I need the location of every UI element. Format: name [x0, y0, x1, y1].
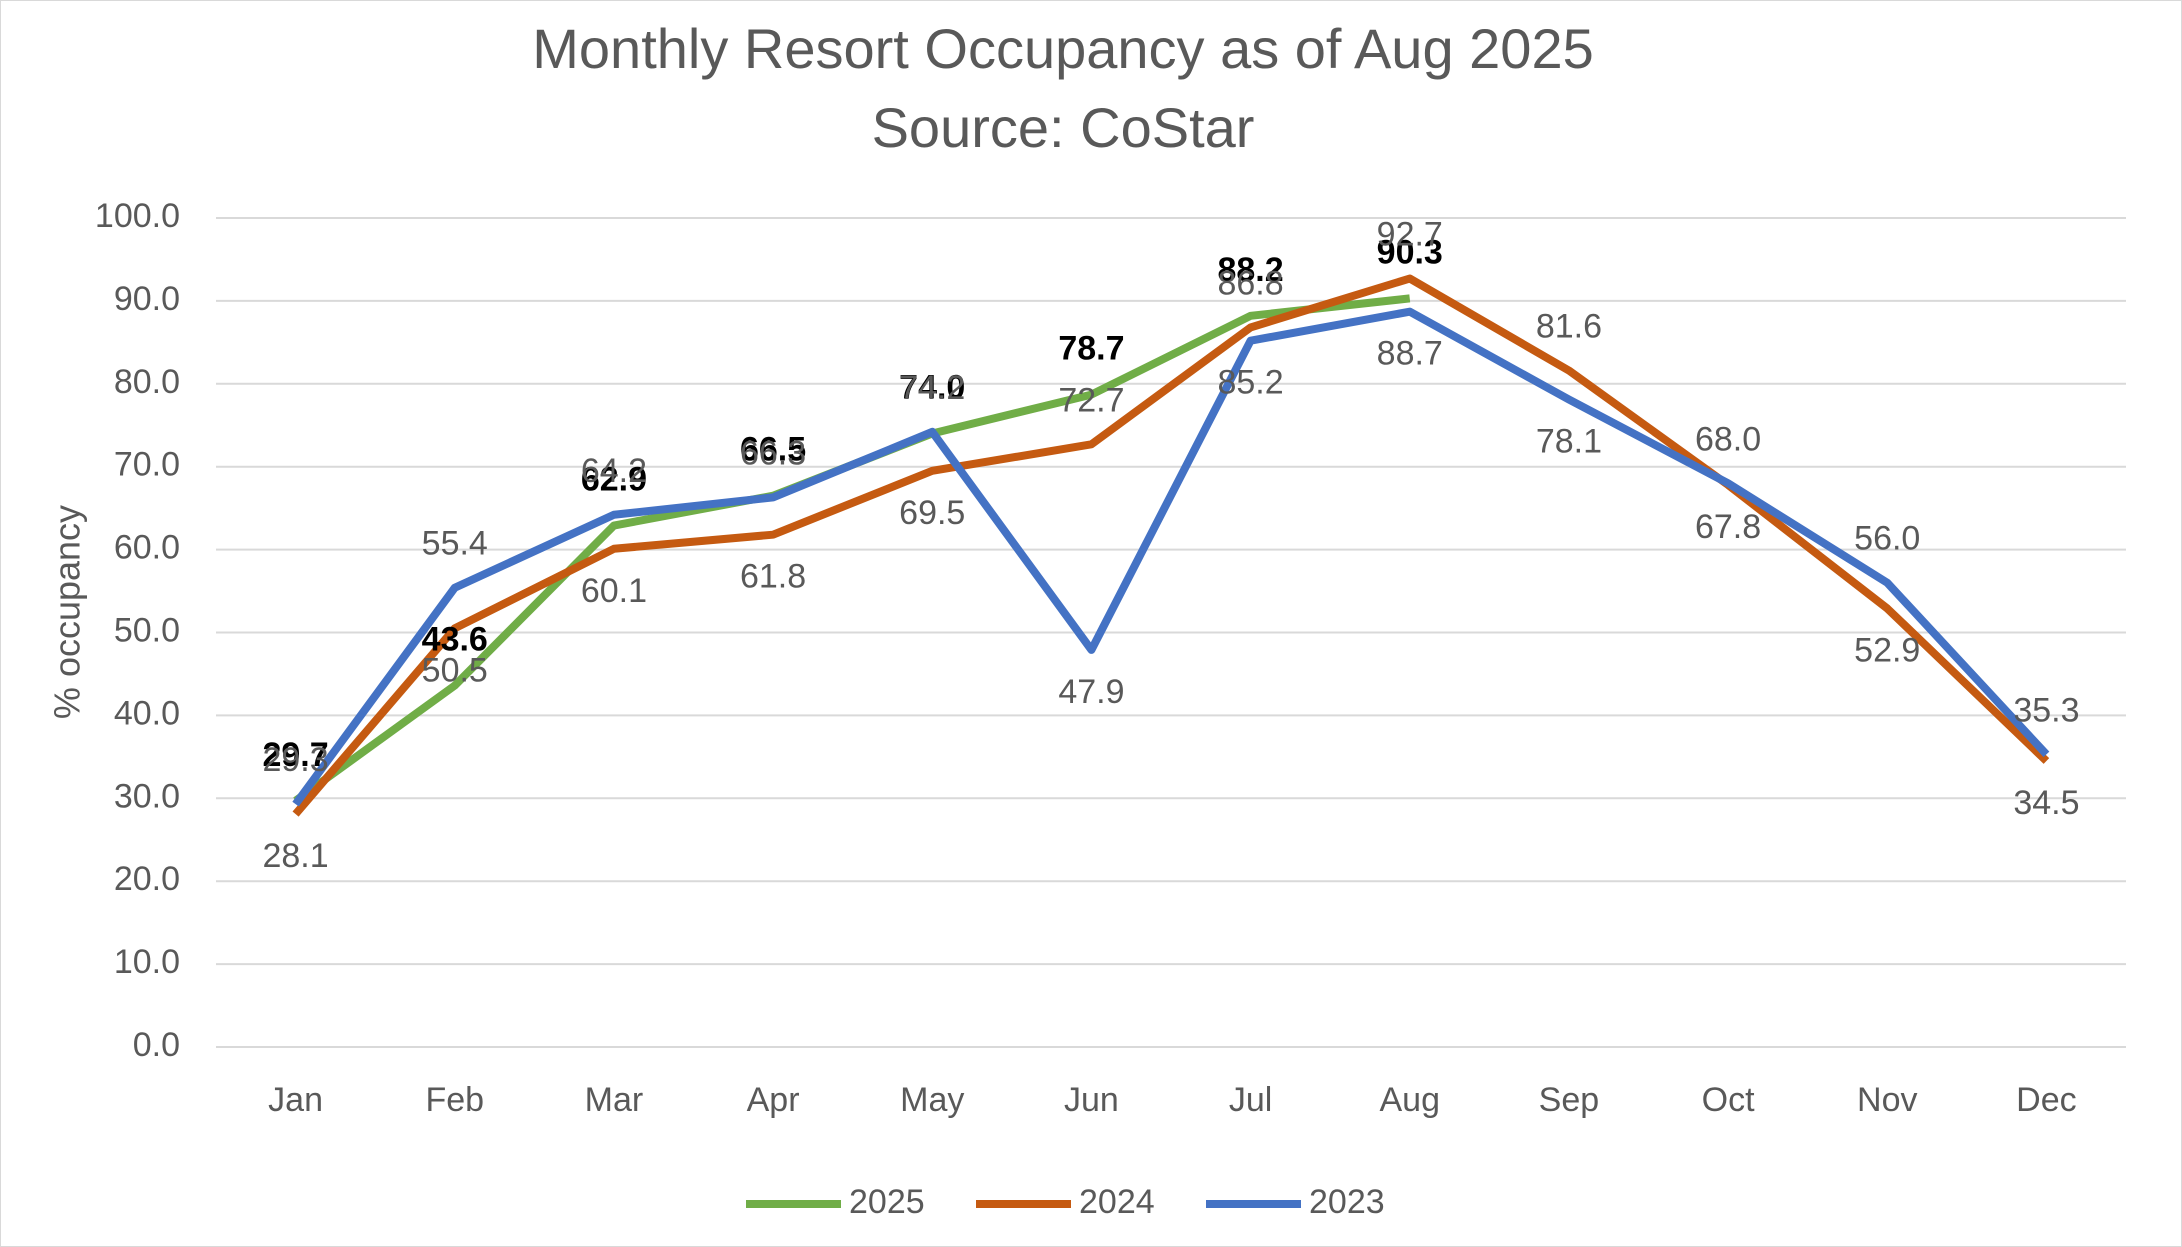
- x-tick-label: Dec: [2016, 1081, 2076, 1119]
- x-tick-label: Feb: [425, 1081, 484, 1119]
- y-tick-label: 50.0: [114, 611, 180, 649]
- y-tick-label: 70.0: [114, 446, 180, 484]
- y-tick-label: 30.0: [114, 777, 180, 815]
- y-tick-label: 40.0: [114, 694, 180, 732]
- y-tick-label: 80.0: [114, 363, 180, 401]
- data-label: 47.9: [1058, 673, 1124, 711]
- data-label: 69.5: [899, 494, 965, 532]
- y-tick-label: 10.0: [114, 943, 180, 981]
- x-tick-label: Nov: [1857, 1081, 1917, 1119]
- data-label: 74.0: [899, 369, 965, 407]
- legend-label: 2024: [1079, 1183, 1155, 1221]
- x-tick-label: Jan: [268, 1081, 323, 1119]
- data-label: 55.4: [422, 525, 488, 563]
- data-label: 66.5: [740, 431, 806, 469]
- data-label: 29.3: [262, 741, 328, 779]
- data-label: 68.0: [1695, 420, 1761, 458]
- data-label: 35.3: [2013, 691, 2079, 729]
- y-tick-label: 0.0: [133, 1026, 180, 1064]
- data-label: 43.6: [422, 621, 488, 659]
- x-tick-label: Sep: [1539, 1081, 1600, 1119]
- data-label: 88.7: [1377, 335, 1443, 373]
- data-label: 74.2: [899, 369, 965, 407]
- x-tick-label: Jun: [1064, 1081, 1119, 1119]
- data-label: 34.5: [2013, 784, 2079, 822]
- x-tick-label: Apr: [747, 1081, 800, 1119]
- x-tick-label: May: [900, 1081, 964, 1119]
- series-line: [292, 307, 2050, 807]
- data-label: 86.8: [1217, 264, 1283, 302]
- data-label: 88.2: [1217, 251, 1283, 289]
- data-label: 60.1: [581, 572, 647, 610]
- data-label: 92.7: [1377, 216, 1443, 254]
- legend-label: 2023: [1309, 1183, 1385, 1221]
- data-label: 28.1: [262, 837, 328, 875]
- data-label: 90.3: [1377, 233, 1443, 271]
- series-line: [292, 274, 2050, 817]
- data-label: 50.5: [422, 651, 488, 689]
- y-tick-label: 60.0: [114, 529, 180, 567]
- data-label: 66.3: [740, 434, 806, 472]
- data-label: 72.7: [1058, 381, 1124, 419]
- chart-title: Monthly Resort Occupancy as of Aug 2025: [532, 17, 1593, 80]
- x-tick-label: Mar: [585, 1081, 644, 1119]
- y-tick-label: 90.0: [114, 280, 180, 318]
- x-tick-label: Oct: [1702, 1081, 1755, 1119]
- data-label: 78.1: [1536, 423, 1602, 461]
- x-tick-label: Jul: [1229, 1081, 1272, 1119]
- data-label: 62.9: [581, 461, 647, 499]
- data-label: 67.8: [1695, 508, 1761, 546]
- data-label: 85.2: [1217, 364, 1283, 402]
- y-tick-label: 20.0: [114, 860, 180, 898]
- data-label: 61.8: [740, 558, 806, 596]
- data-label: 64.2: [581, 452, 647, 490]
- data-label: 81.6: [1536, 308, 1602, 346]
- x-tick-label: Aug: [1380, 1081, 1441, 1119]
- data-label: 56.0: [1854, 520, 1920, 558]
- data-label: 78.7: [1058, 330, 1124, 368]
- legend-label: 2025: [849, 1183, 925, 1221]
- data-label: 52.9: [1854, 631, 1920, 669]
- y-axis-label: % occupancy: [47, 505, 88, 719]
- data-label: 29.7: [262, 736, 328, 774]
- chart-subtitle: Source: CoStar: [872, 96, 1255, 159]
- y-tick-label: 100.0: [95, 197, 180, 235]
